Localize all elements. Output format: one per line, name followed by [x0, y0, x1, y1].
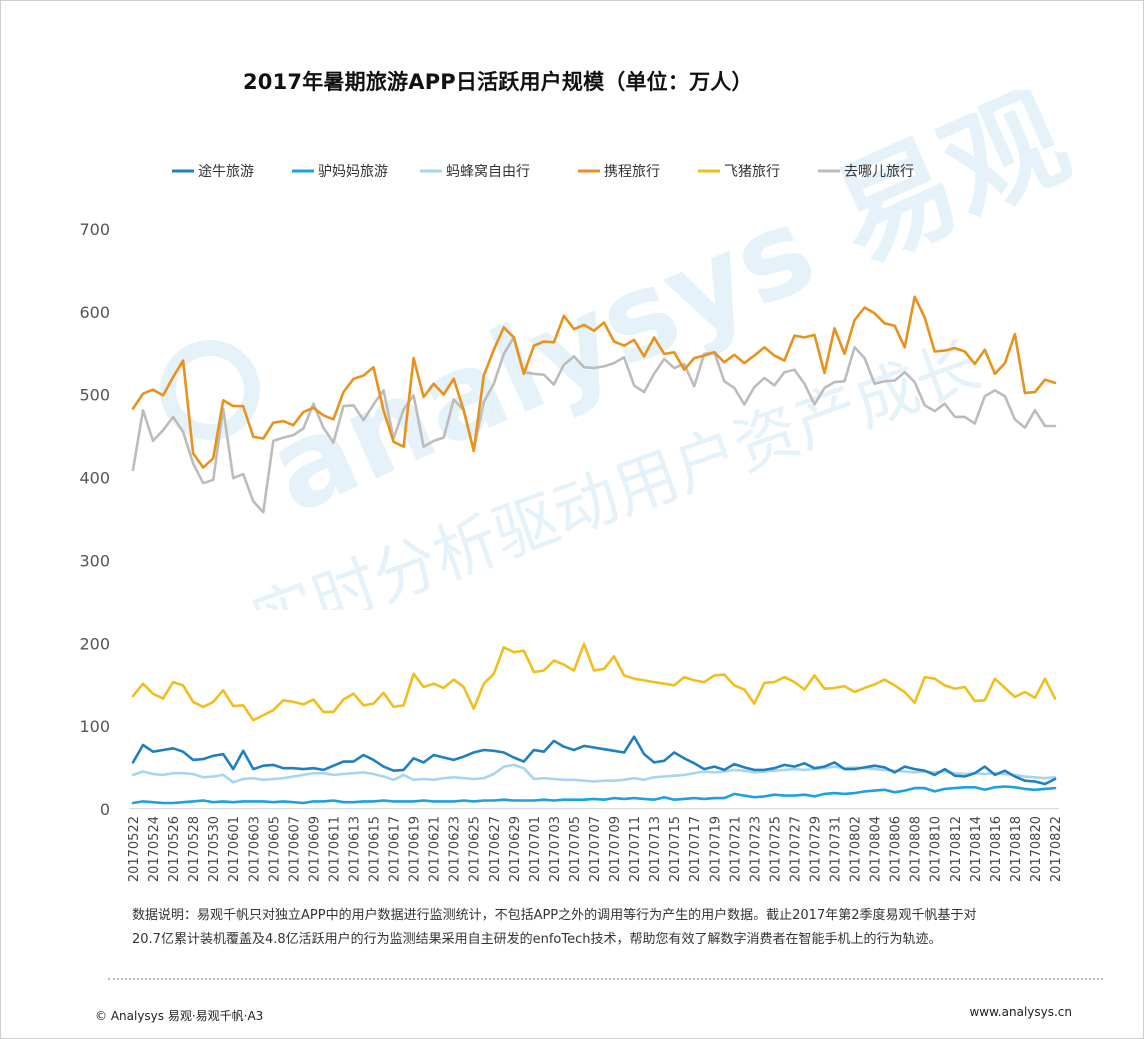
x-tick-label: 20170617 [388, 816, 403, 882]
y-tick-label: 700 [79, 220, 110, 239]
footer-divider [108, 978, 1103, 980]
y-tick-label: 100 [79, 717, 110, 736]
x-tick-label: 20170623 [448, 816, 463, 882]
legend-item[interactable]: 去哪儿旅行 [818, 164, 914, 180]
x-tick-label: 20170804 [869, 816, 884, 882]
x-tick-label: 20170723 [748, 816, 763, 882]
x-tick-label: 20170816 [989, 816, 1004, 882]
y-tick-label: 400 [79, 469, 110, 488]
x-tick-label: 20170719 [708, 816, 723, 882]
series-line-4 [131, 642, 1057, 722]
chart-title: 2017年暑期旅游APP日活跃用户规模（单位：万人） [243, 70, 753, 94]
x-tick-label: 20170530 [207, 816, 222, 882]
y-tick-label: 600 [79, 303, 110, 322]
series-line-3 [131, 295, 1057, 469]
x-tick-label: 20170609 [307, 816, 322, 882]
x-tick-label: 20170707 [588, 816, 603, 882]
legend-item[interactable]: 携程旅行 [578, 164, 660, 180]
legend-item[interactable]: 驴妈妈旅游 [292, 164, 388, 180]
x-tick-label: 20170526 [167, 816, 182, 882]
x-tick-label: 20170820 [1029, 816, 1044, 882]
footer-website[interactable]: www.analysys.cn [969, 1005, 1072, 1019]
x-tick-label: 20170524 [147, 816, 162, 882]
footer-copyright: © Analysys 易观·易观千帆·A3 [95, 1009, 264, 1023]
series-line-1 [131, 785, 1057, 805]
series-line-2 [131, 763, 1057, 784]
x-tick-label: 20170627 [488, 816, 503, 882]
series-line-0 [131, 735, 1057, 786]
x-tick-label: 20170806 [889, 816, 904, 882]
chart-legend: 途牛旅游 驴妈妈旅游 蚂蜂窝自由行 携程旅行 飞猪旅行 去哪儿旅行 [172, 163, 914, 180]
legend-label: 飞猪旅行 [724, 164, 780, 180]
legend-item[interactable]: 蚂蜂窝自由行 [420, 163, 530, 180]
x-tick-label: 20170814 [969, 816, 984, 882]
x-tick-label: 20170611 [327, 816, 342, 882]
x-tick-label: 20170802 [849, 816, 864, 882]
y-axis: 0 100 200 300 400 500 600 700 [79, 220, 110, 819]
x-tick-label: 20170528 [187, 816, 202, 882]
x-tick-label: 20170607 [287, 816, 302, 882]
legend-label: 去哪儿旅行 [844, 164, 914, 180]
plot-area [131, 295, 1057, 805]
legend-label: 途牛旅游 [198, 163, 254, 180]
x-tick-label: 20170731 [829, 816, 844, 882]
x-tick-label: 20170605 [267, 816, 282, 882]
legend-label: 携程旅行 [604, 164, 660, 180]
x-tick-label: 20170727 [788, 816, 803, 882]
legend-label: 蚂蜂窝自由行 [446, 163, 530, 180]
x-tick-label: 20170713 [648, 816, 663, 882]
data-note: 数据说明：易观千帆只对独立APP中的用户数据进行监测统计，不包括APP之外的调用… [132, 904, 1082, 952]
y-tick-label: 200 [79, 634, 110, 653]
x-tick-label: 20170822 [1049, 816, 1064, 882]
x-tick-label: 20170625 [468, 816, 483, 882]
x-tick-label: 20170808 [909, 816, 924, 882]
legend-item[interactable]: 飞猪旅行 [698, 164, 780, 180]
data-note-line-1: 数据说明：易观千帆只对独立APP中的用户数据进行监测统计，不包括APP之外的调用… [132, 908, 977, 923]
x-tick-label: 20170729 [808, 816, 823, 882]
x-tick-label: 20170603 [247, 816, 262, 882]
x-axis: 20170522 20170524 20170526 20170528 20170530… [127, 808, 1064, 882]
x-tick-label: 20170812 [949, 816, 964, 882]
x-tick-label: 20170715 [668, 816, 683, 882]
x-tick-label: 20170818 [1009, 816, 1024, 882]
x-tick-label: 20170721 [728, 816, 743, 882]
series-line-5 [131, 336, 1057, 514]
x-tick-label: 20170717 [688, 816, 703, 882]
x-tick-label: 20170621 [428, 816, 443, 882]
y-tick-label: 300 [79, 551, 110, 570]
x-tick-label: 20170703 [548, 816, 563, 882]
x-tick-label: 20170619 [408, 816, 423, 882]
x-tick-label: 20170810 [929, 816, 944, 882]
line-chart: 途牛旅游 驴妈妈旅游 蚂蜂窝自由行 携程旅行 飞猪旅行 去哪儿旅行 0 100 200 300 4… [79, 163, 1064, 882]
data-note-line-2: 20.7亿累计装机覆盖及4.8亿活跃用户的行为监测结果采用自主研发的enfoTe… [132, 932, 942, 947]
x-tick-label: 20170615 [368, 816, 383, 882]
x-tick-label: 20170613 [347, 816, 362, 882]
x-tick-label: 20170629 [508, 816, 523, 882]
x-tick-label: 20170601 [227, 816, 242, 882]
legend-label: 驴妈妈旅游 [318, 164, 388, 180]
legend-item[interactable]: 途牛旅游 [172, 163, 254, 180]
x-tick-label: 20170711 [628, 816, 643, 882]
x-tick-label: 20170705 [568, 816, 583, 882]
x-tick-label: 20170701 [528, 816, 543, 882]
x-tick-label: 20170522 [127, 816, 142, 882]
y-tick-label: 0 [100, 800, 110, 819]
y-tick-label: 500 [79, 386, 110, 405]
x-tick-label: 20170709 [608, 816, 623, 882]
x-tick-label: 20170725 [768, 816, 783, 882]
